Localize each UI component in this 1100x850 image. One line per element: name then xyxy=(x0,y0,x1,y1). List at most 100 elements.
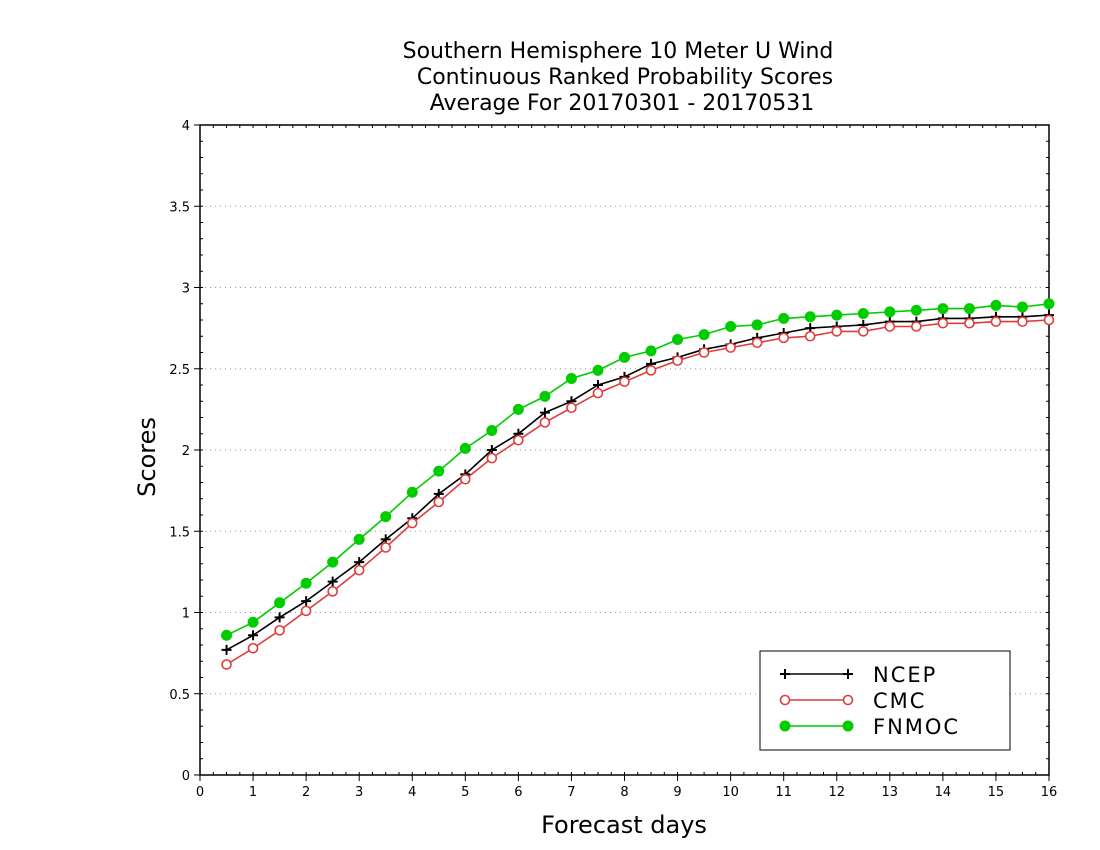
y-tick-label: 3 xyxy=(182,282,190,297)
legend-entry-fnmoc: FNMOC xyxy=(779,715,960,739)
data-point-cmc xyxy=(592,387,604,399)
data-point-cmc xyxy=(645,365,657,376)
data-point-cmc xyxy=(247,642,259,654)
data-point-fnmoc xyxy=(831,309,843,321)
data-point-cmc xyxy=(990,316,1002,327)
data-point-fnmoc xyxy=(247,616,259,628)
data-point-cmc xyxy=(274,625,285,636)
data-point-fnmoc xyxy=(963,303,975,315)
data-point-fnmoc xyxy=(884,306,896,318)
data-point-fnmoc xyxy=(910,304,922,316)
data-point-ncep xyxy=(327,576,338,587)
title-line-1: Southern Hemisphere 10 Meter U Wind xyxy=(403,39,834,64)
x-tick-label: 15 xyxy=(988,785,1005,800)
data-point-fnmoc xyxy=(857,308,869,319)
data-point-cmc xyxy=(353,564,365,576)
legend-marker xyxy=(779,694,791,706)
data-point-cmc xyxy=(778,332,789,344)
data-point-fnmoc xyxy=(406,486,418,498)
legend-marker xyxy=(843,669,853,679)
chart-title: Southern Hemisphere 10 Meter U Wind Cont… xyxy=(403,39,834,116)
data-point-cmc xyxy=(619,376,630,388)
data-point-fnmoc xyxy=(672,334,684,345)
legend-marker xyxy=(779,720,791,732)
series-line-ncep xyxy=(226,314,1050,651)
y-tick-label: 2 xyxy=(182,444,190,459)
data-point-fnmoc xyxy=(512,403,524,415)
legend-label-fnmoc: FNMOC xyxy=(873,715,960,739)
y-tick-label: 1 xyxy=(182,607,190,622)
data-point-fnmoc xyxy=(486,425,498,436)
x-tick-label: 9 xyxy=(673,785,681,800)
x-tick-label: 3 xyxy=(355,785,363,800)
data-point-fnmoc xyxy=(990,299,1002,311)
data-point-ncep xyxy=(221,644,232,655)
data-point-fnmoc xyxy=(433,465,445,477)
data-point-ncep xyxy=(539,407,550,418)
x-tick-label: 5 xyxy=(461,785,469,800)
x-tick-label: 14 xyxy=(935,785,952,800)
data-point-cmc xyxy=(831,326,843,337)
x-tick-label: 7 xyxy=(567,785,575,800)
data-point-fnmoc xyxy=(459,442,471,454)
legend-label-cmc: CMC xyxy=(873,689,926,713)
y-tick-label: 3.5 xyxy=(169,200,190,215)
data-point-fnmoc xyxy=(645,345,657,357)
data-point-cmc xyxy=(937,317,949,329)
data-point-cmc xyxy=(725,342,736,353)
data-point-cmc xyxy=(380,542,392,553)
data-point-ncep xyxy=(274,612,285,623)
x-tick-label: 0 xyxy=(196,785,204,800)
title-line-2: Continuous Ranked Probability Scores xyxy=(417,65,833,90)
data-point-ncep xyxy=(248,630,259,641)
data-point-cmc xyxy=(804,330,816,342)
series-line-fnmoc xyxy=(226,303,1050,637)
series-fnmoc xyxy=(221,298,1055,641)
data-point-fnmoc xyxy=(380,511,392,523)
y-tick-label: 2.5 xyxy=(169,363,190,378)
x-tick-label: 2 xyxy=(302,785,310,800)
data-point-cmc xyxy=(221,659,232,670)
data-point-fnmoc xyxy=(1016,301,1028,313)
data-point-fnmoc xyxy=(725,321,737,332)
axis-ticks: 00.511.522.533.540 1 2 3 4 5 6 7 8 9 10 11 12 13 14 15 1… xyxy=(169,119,1057,800)
y-axis-title: Scores xyxy=(133,417,161,497)
x-tick-label: 11 xyxy=(775,785,792,800)
data-point-fnmoc xyxy=(565,373,577,384)
data-point-cmc xyxy=(327,586,338,597)
data-point-cmc xyxy=(566,402,577,414)
legend-entry-ncep: NCEP xyxy=(780,663,935,687)
data-point-fnmoc xyxy=(221,629,233,641)
legend-marker xyxy=(842,720,854,732)
data-point-fnmoc xyxy=(778,312,790,324)
data-point-fnmoc xyxy=(592,364,604,376)
legend-marker xyxy=(780,669,790,679)
y-tick-label: 4 xyxy=(182,119,190,134)
data-point-cmc xyxy=(964,317,975,329)
data-point-fnmoc xyxy=(1043,298,1055,310)
legend-marker xyxy=(842,694,854,706)
data-point-cmc xyxy=(539,417,551,428)
data-point-fnmoc xyxy=(751,319,763,331)
data-point-cmc xyxy=(672,355,683,366)
data-point-cmc xyxy=(857,326,869,337)
x-axis-title: Forecast days xyxy=(541,811,707,839)
x-tick-label: 16 xyxy=(1041,785,1058,800)
series-layer xyxy=(221,298,1055,670)
data-point-fnmoc xyxy=(619,351,630,363)
series-cmc xyxy=(221,314,1055,670)
data-point-fnmoc xyxy=(274,597,286,609)
x-tick-label: 4 xyxy=(408,785,416,800)
x-tick-label: 1 xyxy=(249,785,257,800)
data-point-cmc xyxy=(486,452,498,464)
data-point-cmc xyxy=(513,434,524,446)
x-tick-label: 13 xyxy=(882,785,899,800)
data-point-fnmoc xyxy=(698,329,710,341)
data-point-fnmoc xyxy=(327,556,339,568)
data-point-fnmoc xyxy=(804,311,816,323)
data-point-fnmoc xyxy=(539,390,551,402)
y-tick-label: 0 xyxy=(182,769,190,784)
data-point-cmc xyxy=(460,473,471,485)
